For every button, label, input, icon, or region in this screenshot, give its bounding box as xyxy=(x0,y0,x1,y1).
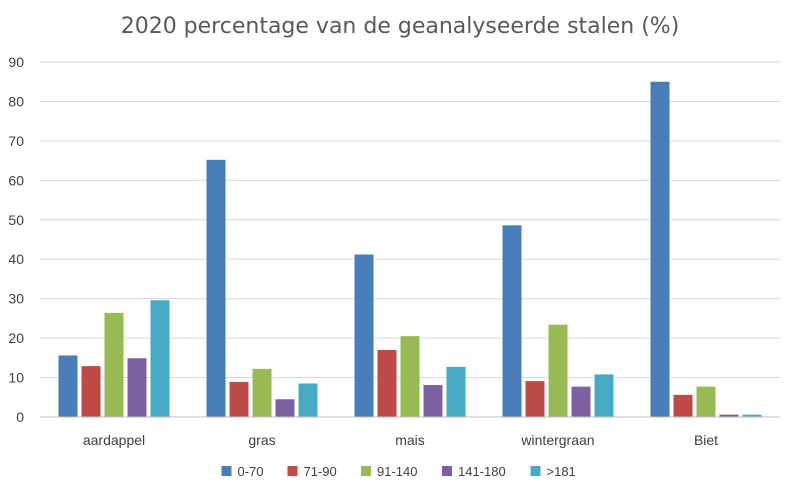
legend-label: 0-70 xyxy=(238,464,264,479)
bar-Biet-0-70 xyxy=(650,81,670,417)
legend-label: 71-90 xyxy=(304,464,337,479)
x-category-label: gras xyxy=(248,432,275,448)
y-tick-label: 60 xyxy=(8,172,24,188)
bar-aardappel-141-180 xyxy=(127,358,147,417)
bar-Biet-91-140 xyxy=(696,386,716,417)
legend-swatch xyxy=(287,466,298,476)
bar-aardappel->181 xyxy=(150,300,170,417)
legend-item: 0-70 xyxy=(221,464,264,479)
legend-item: 141-180 xyxy=(442,464,506,479)
x-category-label: wintergraan xyxy=(520,432,594,448)
y-tick-label: 90 xyxy=(8,54,24,70)
bar-gras-71-90 xyxy=(229,381,249,417)
x-axis-categories: aardappel gras mais wintergraan Biet xyxy=(83,432,718,448)
y-tick-label: 80 xyxy=(8,93,24,109)
legend-label: 91-140 xyxy=(377,464,417,479)
legend-swatch xyxy=(361,466,371,476)
x-category-label: aardappel xyxy=(83,432,145,448)
bar-gras-141-180 xyxy=(275,399,295,417)
bar-gras-91-140 xyxy=(252,368,272,417)
y-axis-ticks: 0 10 20 30 40 50 60 70 80 90 xyxy=(8,54,24,425)
legend: 0-70 71-90 91-140 141-180 >181 xyxy=(221,464,576,479)
legend-swatch xyxy=(442,466,452,476)
bar-mais-91-140 xyxy=(400,336,420,417)
y-tick-label: 0 xyxy=(16,409,24,425)
x-category-label: Biet xyxy=(694,432,718,448)
y-tick-label: 70 xyxy=(8,133,24,149)
bar-wintergraan-0-70 xyxy=(502,225,522,417)
bars xyxy=(58,81,762,418)
bar-mais-0-70 xyxy=(354,254,374,417)
bar-gras-0-70 xyxy=(206,159,226,418)
y-tick-label: 30 xyxy=(8,291,24,307)
bar-Biet-71-90 xyxy=(673,394,693,417)
bar-wintergraan->181 xyxy=(594,374,614,417)
legend-item: 91-140 xyxy=(361,464,417,479)
y-tick-label: 50 xyxy=(8,212,24,228)
bar-aardappel-91-140 xyxy=(104,312,124,417)
bar-Biet->181 xyxy=(742,414,762,417)
x-category-label: mais xyxy=(395,432,425,448)
legend-item: >181 xyxy=(530,464,576,479)
legend-swatch xyxy=(530,466,541,476)
legend-label: >181 xyxy=(547,464,576,479)
y-tick-label: 40 xyxy=(8,251,24,267)
legend-swatch xyxy=(221,466,232,476)
chart-title: 2020 percentage van de geanalyseerde sta… xyxy=(121,14,680,39)
bar-aardappel-0-70 xyxy=(58,355,78,417)
bar-wintergraan-71-90 xyxy=(525,381,545,417)
bar-mais-71-90 xyxy=(377,349,397,417)
bar-aardappel-71-90 xyxy=(81,366,101,417)
bar-mais-141-180 xyxy=(423,385,443,417)
legend-item: 71-90 xyxy=(287,464,337,479)
y-tick-label: 20 xyxy=(8,330,24,346)
y-tick-label: 10 xyxy=(8,370,24,386)
legend-label: 141-180 xyxy=(458,464,506,479)
bar-Biet-141-180 xyxy=(719,414,739,417)
bar-wintergraan-91-140 xyxy=(548,324,568,417)
bar-mais->181 xyxy=(446,366,466,417)
bar-wintergraan-141-180 xyxy=(571,386,591,417)
bar-gras->181 xyxy=(298,383,318,417)
